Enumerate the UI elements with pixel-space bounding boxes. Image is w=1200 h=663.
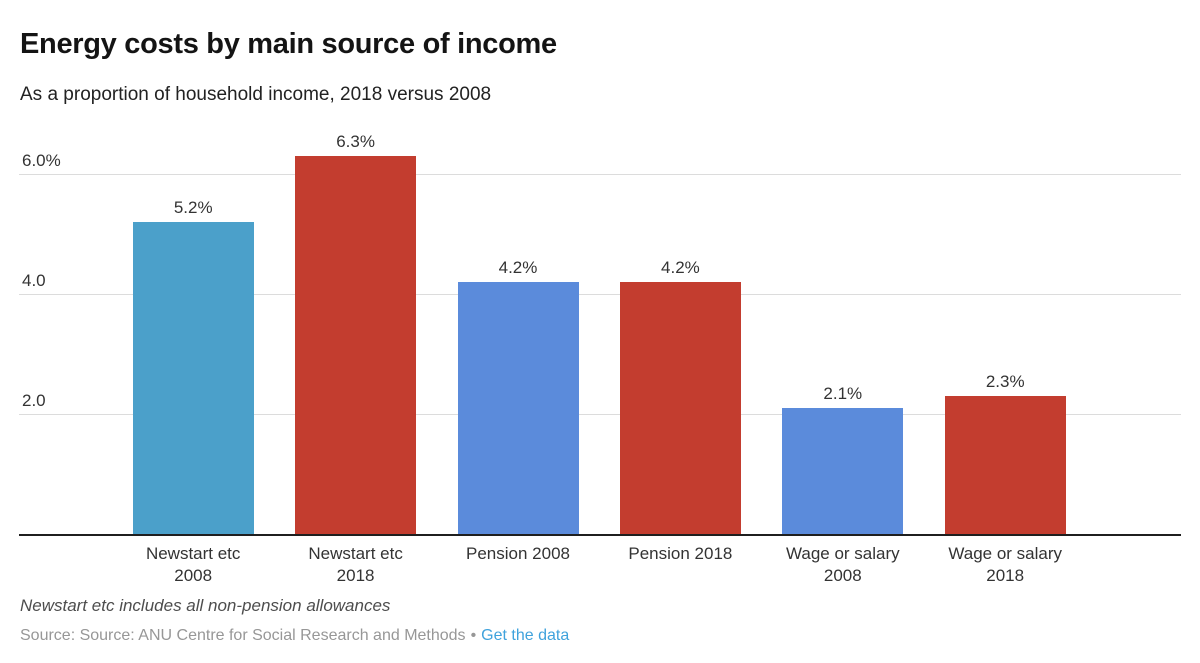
bar-value-label: 6.3% bbox=[336, 132, 375, 151]
x-axis-label-wage-or-salary-2018: Wage or salary 2018 bbox=[948, 544, 1063, 585]
separator-dot: • bbox=[470, 627, 477, 644]
gridline-2.0 bbox=[19, 414, 1181, 415]
gridline-6.0 bbox=[19, 174, 1181, 175]
x-axis-label-pension-2008: Pension 2008 bbox=[466, 544, 570, 563]
bar-wage-or-salary-2018 bbox=[944, 396, 1066, 534]
chart-subtitle: As a proportion of household income, 201… bbox=[20, 84, 492, 105]
gridline-4.0 bbox=[19, 294, 1181, 295]
bar-value-label: 2.1% bbox=[823, 384, 863, 403]
bar-newstart-etc-2018 bbox=[295, 156, 417, 534]
x-axis-label-pension-2018: Pension 2018 bbox=[628, 544, 733, 563]
page-title: Energy costs by main source of income bbox=[20, 28, 557, 60]
bar-value-label: 4.2% bbox=[498, 258, 538, 277]
get-the-data-link[interactable]: Get the data bbox=[481, 627, 570, 644]
x-axis-line bbox=[19, 534, 1181, 536]
source-line: Source: Source: ANU Centre for Social Re… bbox=[20, 627, 569, 645]
y-tick-label: 6.0% bbox=[22, 151, 61, 170]
x-axis-label-wage-or-salary-2008: Wage or salary 2008 bbox=[785, 544, 900, 585]
y-tick-label: 4.0 bbox=[22, 271, 46, 290]
bar-newstart-etc-2008 bbox=[132, 222, 254, 534]
x-axis-label-newstart-etc-2008: Newstart etc 2008 bbox=[145, 544, 241, 585]
y-tick-label: 2.0 bbox=[22, 391, 46, 410]
bar-pension-2008 bbox=[457, 282, 579, 534]
source-text: Source: Source: ANU Centre for Social Re… bbox=[20, 627, 466, 644]
bar-value-label: 5.2% bbox=[173, 198, 213, 217]
bar-value-label: 4.2% bbox=[661, 258, 700, 277]
bar-wage-or-salary-2008 bbox=[782, 408, 904, 534]
chart-footnote: Newstart etc includes all non-pension al… bbox=[20, 596, 391, 615]
x-axis-label-newstart-etc-2018: Newstart etc 2018 bbox=[308, 544, 403, 585]
bar-value-label: 2.3% bbox=[985, 372, 1025, 391]
bar-pension-2018 bbox=[619, 282, 741, 534]
